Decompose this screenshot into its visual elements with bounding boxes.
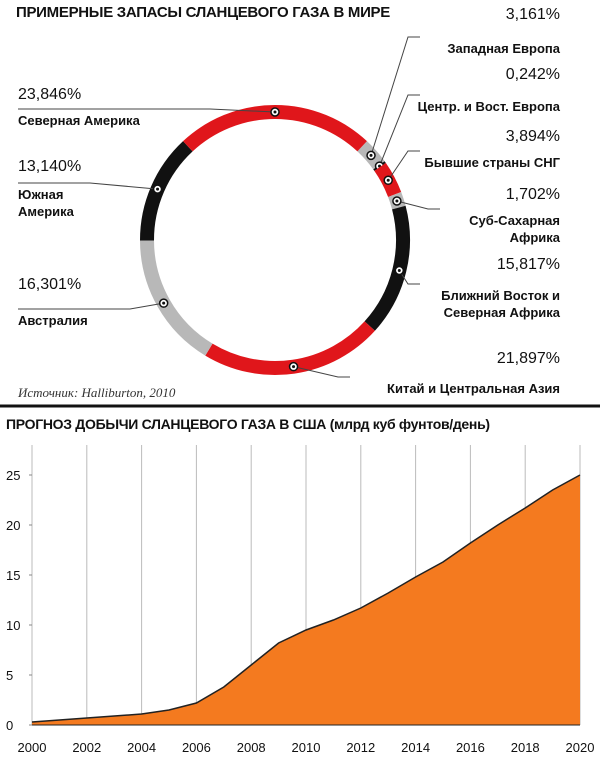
value-label: 0,242% bbox=[505, 66, 560, 83]
category-label: Западная Европа bbox=[447, 41, 560, 56]
segment-dot-center bbox=[397, 269, 401, 273]
x-tick-label: 2000 bbox=[18, 740, 47, 755]
y-tick-label: 20 bbox=[6, 518, 20, 533]
category-label: Китай и Центральная Азия bbox=[387, 381, 560, 396]
leader-line bbox=[18, 182, 158, 190]
leader-line bbox=[398, 270, 420, 285]
x-tick-label: 2002 bbox=[72, 740, 101, 755]
value-label: 3,894% bbox=[505, 128, 560, 145]
y-tick-label: 15 bbox=[6, 568, 20, 583]
y-tick-label: 5 bbox=[6, 668, 13, 683]
x-tick-label: 2012 bbox=[346, 740, 375, 755]
leader-line bbox=[18, 108, 276, 113]
x-tick-label: 2010 bbox=[292, 740, 321, 755]
segment-dot-center bbox=[292, 365, 296, 369]
category-label: Бывшие страны СНГ bbox=[424, 155, 560, 170]
segment-dot-center bbox=[386, 178, 390, 182]
category-label: Южная Америка bbox=[18, 187, 74, 219]
leader-line bbox=[387, 150, 420, 181]
segment-dot-center bbox=[369, 153, 373, 157]
value-label: 13,140% bbox=[18, 158, 82, 175]
x-tick-label: 2004 bbox=[127, 740, 156, 755]
segment-dot-center bbox=[156, 187, 160, 191]
leader-line bbox=[370, 36, 420, 156]
category-label: Австралия bbox=[18, 313, 88, 328]
chart-title: ПРИМЕРНЫЕ ЗАПАСЫ СЛАНЦЕВОГО ГАЗА В МИРЕ bbox=[16, 4, 390, 21]
chart-title: ПРОГНОЗ ДОБЫЧИ СЛАНЦЕВОГО ГАЗА В США (мл… bbox=[6, 416, 490, 432]
value-label: 3,161% bbox=[505, 6, 560, 23]
category-label: Северная Америка bbox=[18, 113, 140, 128]
value-label: 15,817% bbox=[496, 256, 560, 273]
category-label: Суб-Сахарная Африка bbox=[469, 213, 560, 245]
x-tick-label: 2006 bbox=[182, 740, 211, 755]
ring-segment bbox=[140, 141, 193, 241]
value-label: 21,897% bbox=[496, 350, 560, 367]
category-label: Ближний Восток и Северная Африка bbox=[441, 288, 560, 320]
segment-dot-center bbox=[162, 301, 166, 305]
leader-line bbox=[18, 302, 164, 310]
x-tick-label: 2018 bbox=[511, 740, 540, 755]
leader-line bbox=[379, 94, 420, 167]
ring-segment bbox=[140, 240, 213, 356]
leader-line bbox=[396, 200, 440, 210]
segment-dot-center bbox=[273, 110, 277, 114]
value-label: 23,846% bbox=[18, 86, 82, 103]
y-tick-label: 10 bbox=[6, 618, 20, 633]
leader-line bbox=[293, 366, 350, 378]
category-label: Центр. и Вост. Европа bbox=[417, 99, 560, 114]
source: Источник: Halliburton, 2010 bbox=[18, 385, 176, 400]
x-tick-label: 2020 bbox=[566, 740, 595, 755]
area bbox=[32, 475, 580, 725]
x-tick-label: 2016 bbox=[456, 740, 485, 755]
area-outline bbox=[31, 474, 581, 723]
x-tick-label: 2014 bbox=[401, 740, 430, 755]
y-tick-label: 0 bbox=[6, 718, 13, 733]
value-label: 16,301% bbox=[18, 276, 82, 293]
segment-dot-center bbox=[395, 199, 399, 203]
x-tick-label: 2008 bbox=[237, 740, 266, 755]
value-label: 1,702% bbox=[505, 186, 560, 203]
y-tick-label: 25 bbox=[6, 468, 20, 483]
